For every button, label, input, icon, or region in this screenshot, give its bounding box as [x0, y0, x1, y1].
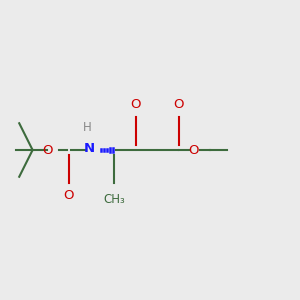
Text: H: H — [83, 121, 92, 134]
Text: O: O — [188, 143, 199, 157]
Text: O: O — [42, 143, 53, 157]
Text: O: O — [173, 98, 184, 111]
Text: O: O — [130, 98, 141, 111]
Text: N: N — [83, 142, 94, 155]
Text: O: O — [64, 189, 74, 202]
Text: CH₃: CH₃ — [103, 193, 125, 206]
